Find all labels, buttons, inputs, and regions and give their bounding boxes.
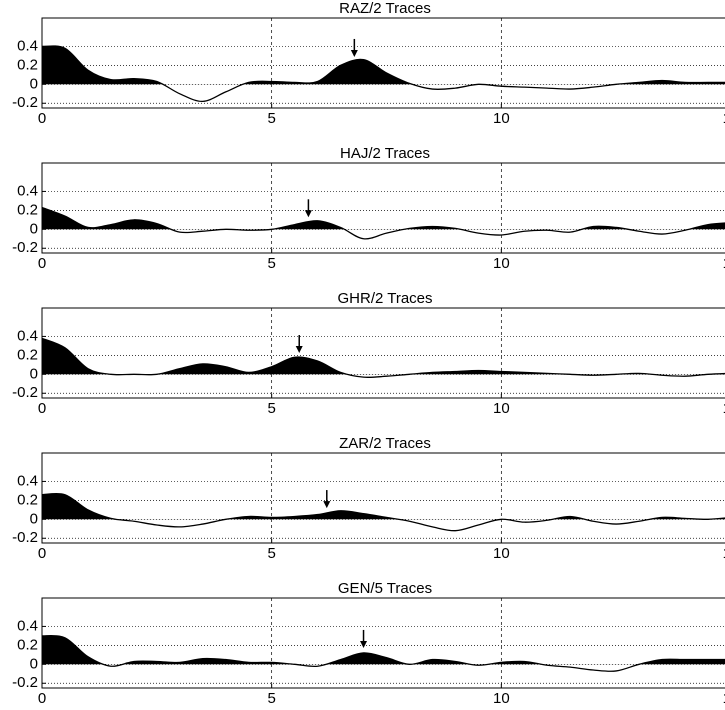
x-tick-label: 15 [723,110,725,127]
y-tick-label: -0.2 [12,529,38,546]
panel: ZAR/2 Traces-0.200.20.4051015 [12,435,725,562]
positive-fill [42,493,725,520]
x-tick-label: 15 [723,690,725,707]
axes-frame [41,452,725,544]
panel-title: RAZ/2 Traces [339,0,431,17]
x-tick-label: 15 [723,255,725,272]
trace-line [41,337,725,378]
x-tick-label: 15 [723,545,725,562]
axes-frame [41,307,725,399]
positive-fill [42,338,725,375]
arrow-head [295,346,303,354]
positive-fill [42,635,725,665]
y-tick-label: 0 [30,220,38,237]
arrow-marker [323,490,331,509]
panel: HAJ/2 Traces-0.200.20.4051015 [12,145,725,272]
y-tick-label: 0.4 [17,617,38,634]
arrow-head [360,640,368,648]
trace-line [41,492,725,532]
y-tick-label: 0.2 [17,201,38,218]
x-tick-label: 10 [493,255,510,272]
positive-fill [42,207,725,230]
x-tick-label: 15 [723,400,725,417]
y-tick-label: -0.2 [12,239,38,256]
axes-frame [41,597,725,689]
y-tick-label: 0 [30,510,38,527]
y-tick-label: 0 [30,75,38,92]
x-tick-label: 10 [493,400,510,417]
y-tick-label: 0.2 [17,636,38,653]
y-tick-label: -0.2 [12,384,38,401]
panel: GEN/5 Traces-0.200.20.4051015 [12,580,725,707]
x-tick-label: 0 [38,110,46,127]
axes-frame [41,17,725,109]
y-tick-label: 0.4 [17,37,38,54]
x-tick-label: 0 [38,690,46,707]
x-tick-label: 5 [267,110,275,127]
y-tick-label: 0.2 [17,346,38,363]
trace-line [41,206,725,240]
panel: RAZ/2 Traces-0.200.20.4051015 [12,0,725,127]
y-tick-label: 0.4 [17,182,38,199]
arrow-marker [295,335,303,354]
arrow-marker [350,38,358,57]
x-tick-label: 0 [38,255,46,272]
arrow-head [323,501,331,509]
arrow-head [304,210,312,218]
y-tick-label: -0.2 [12,94,38,111]
x-tick-label: 10 [493,110,510,127]
y-tick-label: 0.4 [17,472,38,489]
x-tick-label: 5 [267,400,275,417]
x-tick-label: 10 [493,545,510,562]
arrow-head [350,49,358,57]
x-tick-label: 10 [493,690,510,707]
panel-title: GEN/5 Traces [338,580,432,597]
panel: GHR/2 Traces-0.200.20.4051015 [12,290,725,417]
x-tick-label: 0 [38,545,46,562]
y-tick-label: 0 [30,365,38,382]
y-tick-label: 0.2 [17,56,38,73]
positive-fill [42,46,725,85]
x-tick-label: 5 [267,545,275,562]
axes-frame [41,162,725,254]
panel-title: HAJ/2 Traces [340,145,430,162]
arrow-marker [304,199,312,218]
panel-title: GHR/2 Traces [337,290,432,307]
y-tick-label: 0.4 [17,327,38,344]
trace-line [41,635,725,672]
x-tick-label: 0 [38,400,46,417]
arrow-marker [360,629,368,648]
y-tick-label: -0.2 [12,674,38,691]
y-tick-label: 0 [30,655,38,672]
trace-line [41,45,725,103]
x-tick-label: 5 [267,690,275,707]
x-tick-label: 5 [267,255,275,272]
panel-title: ZAR/2 Traces [339,435,431,452]
y-tick-label: 0.2 [17,491,38,508]
